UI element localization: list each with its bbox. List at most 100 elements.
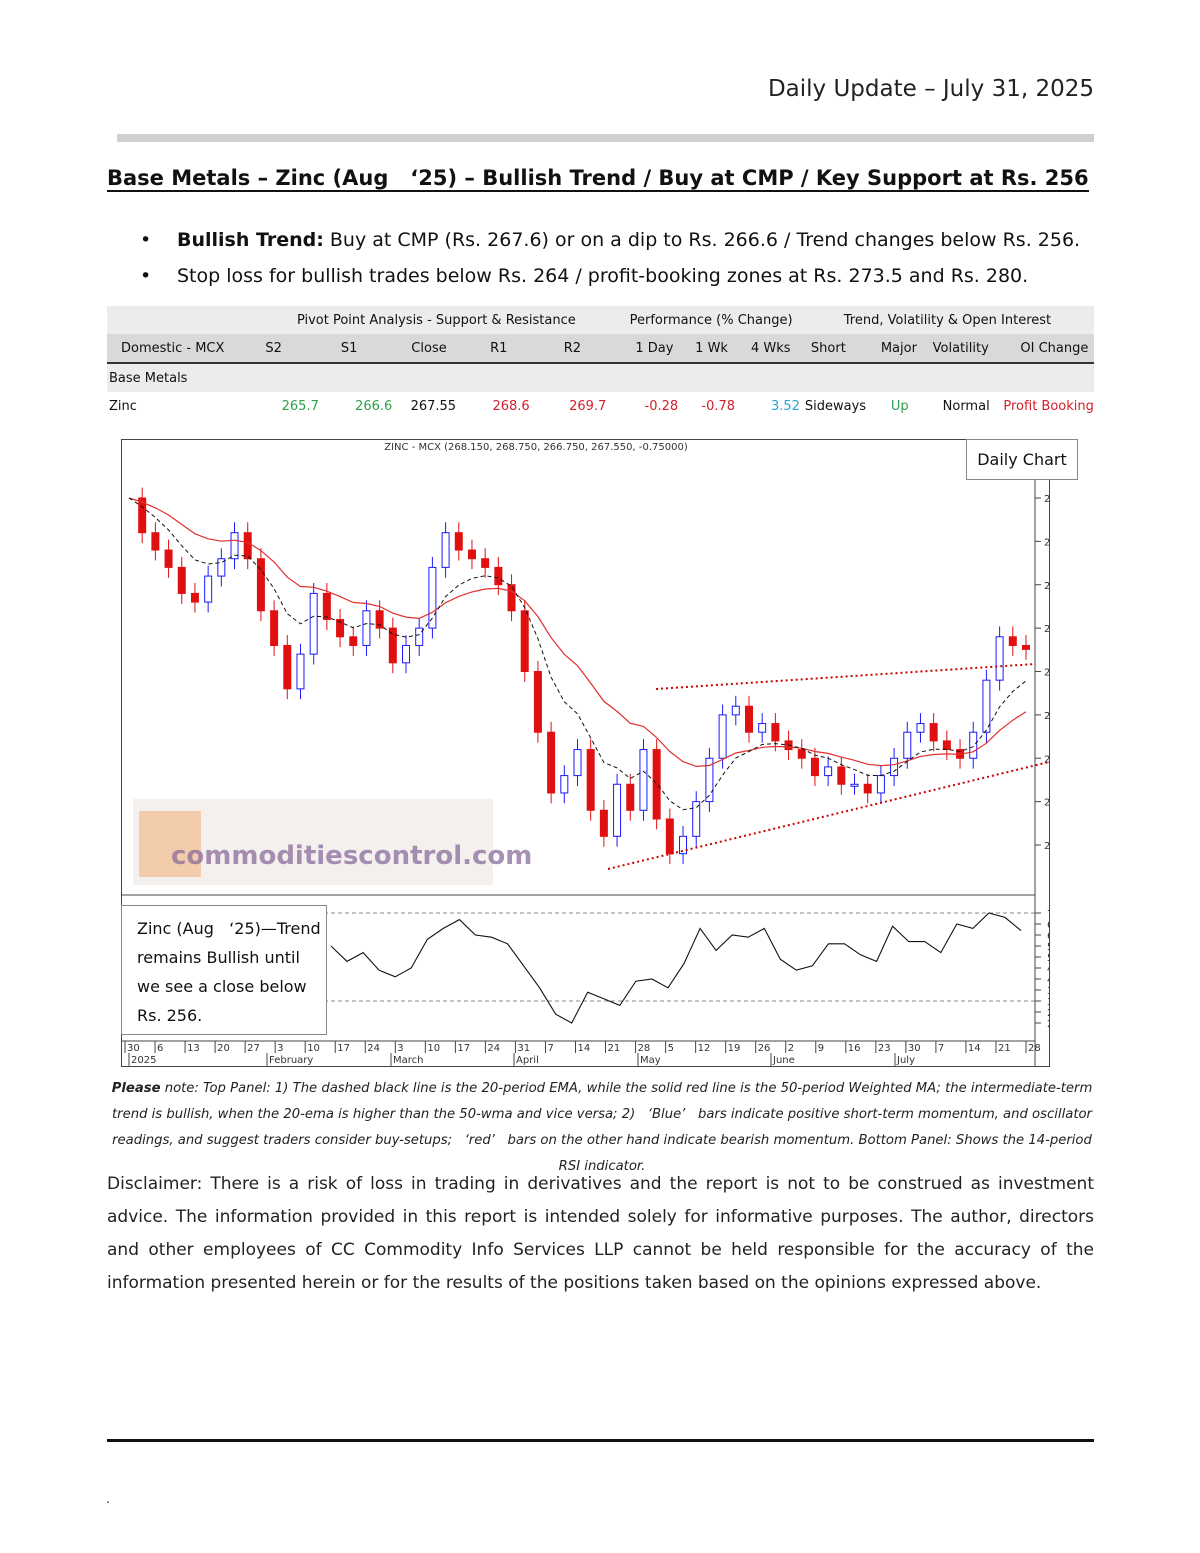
candle-body	[190, 592, 199, 603]
x-tick-label: 3	[277, 1043, 283, 1054]
r1-value: 268.6	[472, 392, 547, 420]
x-tick-label: 24	[487, 1043, 500, 1054]
candle-body	[679, 835, 688, 855]
candle-body	[362, 610, 371, 646]
y-tick-label: 285	[1044, 494, 1050, 505]
s2-value: 265.7	[251, 392, 323, 420]
candle-body	[283, 644, 292, 690]
candle-body	[626, 783, 635, 811]
table-row: Zinc 265.7 266.6 267.55 268.6 269.7 -0.2…	[107, 392, 1094, 420]
bullet-item: Bullish Trend: Buy at CMP (Rs. 267.6) or…	[140, 222, 1080, 258]
candle-body	[309, 592, 318, 655]
candle-body	[164, 549, 173, 568]
column-header: S2	[251, 334, 323, 364]
rsi-tick-label: 25	[1047, 1008, 1050, 1019]
table-column-header-row: Domestic - MCX S2 S1 Close R1 R2 1 Day 1…	[107, 334, 1094, 364]
rsi-tick-label: 40	[1047, 975, 1050, 986]
candle-body	[942, 740, 951, 751]
candle-body	[692, 801, 701, 837]
x-tick-label: 2	[788, 1043, 794, 1054]
wma-50-line	[128, 497, 1027, 768]
month-label: May	[640, 1055, 661, 1066]
x-tick-label: 7	[547, 1043, 553, 1054]
candle-body	[256, 558, 265, 612]
column-header: Domestic - MCX	[107, 334, 252, 364]
s1-value: 266.6	[322, 392, 398, 420]
candle-body	[916, 723, 925, 733]
candle-body	[402, 644, 411, 664]
lower-trendline	[607, 761, 1050, 870]
candle-body	[270, 610, 279, 646]
section-label: Base Metals	[107, 363, 1094, 392]
candle-body	[217, 558, 226, 577]
candle-body	[824, 766, 833, 777]
volatility-value: Normal	[925, 392, 1001, 420]
column-header: R2	[546, 334, 622, 364]
short-trend: Sideways	[800, 392, 869, 420]
x-tick-label: 7	[938, 1043, 944, 1054]
month-label: 2025	[131, 1055, 156, 1066]
candle-body	[1022, 644, 1030, 650]
candle-body	[533, 671, 542, 733]
candle-body	[415, 627, 424, 646]
candle-body	[705, 757, 714, 803]
candle-body	[296, 653, 305, 690]
watermark-logo	[139, 811, 201, 877]
candle-body	[744, 705, 753, 733]
rsi-tick-label: 30	[1047, 997, 1050, 1008]
column-header: R1	[472, 334, 547, 364]
candle-body	[204, 575, 213, 603]
rsi-tick-label: 35	[1047, 986, 1050, 997]
bullet-text: Stop loss for bullish trades below Rs. 2…	[177, 265, 1029, 287]
watermark-text: commoditiescontrol.com	[171, 841, 532, 871]
candle-body	[243, 532, 252, 560]
pivot-table: Pivot Point Analysis - Support & Resista…	[107, 306, 1094, 420]
candle-body	[863, 783, 872, 794]
x-tick-label: 28	[638, 1043, 651, 1054]
x-tick-label: 30	[127, 1043, 140, 1054]
x-tick-label: 20	[217, 1043, 230, 1054]
candle-body	[428, 566, 437, 629]
r2-value: 269.7	[546, 392, 622, 420]
column-header: 4 Wks	[743, 334, 801, 364]
rsi-tick-label: 60	[1047, 931, 1050, 942]
candle-body	[573, 749, 582, 777]
x-tick-label: 5	[668, 1043, 674, 1054]
candle-body	[771, 723, 780, 742]
candle-body	[876, 775, 885, 794]
x-tick-label: 31	[517, 1043, 530, 1054]
x-tick-label: 10	[427, 1043, 440, 1054]
x-tick-label: 21	[608, 1043, 621, 1054]
bullet-item: Stop loss for bullish trades below Rs. 2…	[140, 258, 1080, 294]
month-label: March	[393, 1055, 423, 1066]
column-header: OI Change	[1000, 334, 1094, 364]
candle-body	[494, 566, 503, 586]
candle-body	[349, 636, 358, 646]
candle-body	[481, 558, 490, 568]
candle-body	[890, 757, 899, 777]
candle-body	[441, 532, 450, 568]
x-tick-label: 16	[848, 1043, 861, 1054]
x-tick-label: 23	[878, 1043, 891, 1054]
candle-body	[652, 749, 661, 820]
candle-body	[507, 584, 516, 612]
candle-body	[336, 618, 345, 638]
y-tick-label: 265	[1044, 668, 1050, 679]
trend-group-header: Trend, Volatility & Open Interest	[800, 306, 1094, 334]
candle-body	[151, 532, 160, 551]
candle-body	[929, 723, 938, 742]
candle-body	[520, 610, 529, 672]
chart-note: Please note: Top Panel: 1) The dashed bl…	[107, 1076, 1097, 1180]
bullet-bold-label: Bullish Trend:	[177, 229, 324, 251]
x-tick-label: 24	[367, 1043, 380, 1054]
candle-body	[177, 566, 186, 594]
candle-body	[718, 714, 727, 759]
x-tick-label: 14	[968, 1043, 981, 1054]
rsi-line	[330, 912, 1022, 1024]
candle-body	[1008, 636, 1017, 646]
oi-change: Profit Booking	[1000, 392, 1094, 420]
candle-body	[810, 757, 819, 777]
candle-body	[599, 809, 608, 837]
week-change: -0.78	[686, 392, 744, 420]
header-divider	[117, 134, 1094, 142]
